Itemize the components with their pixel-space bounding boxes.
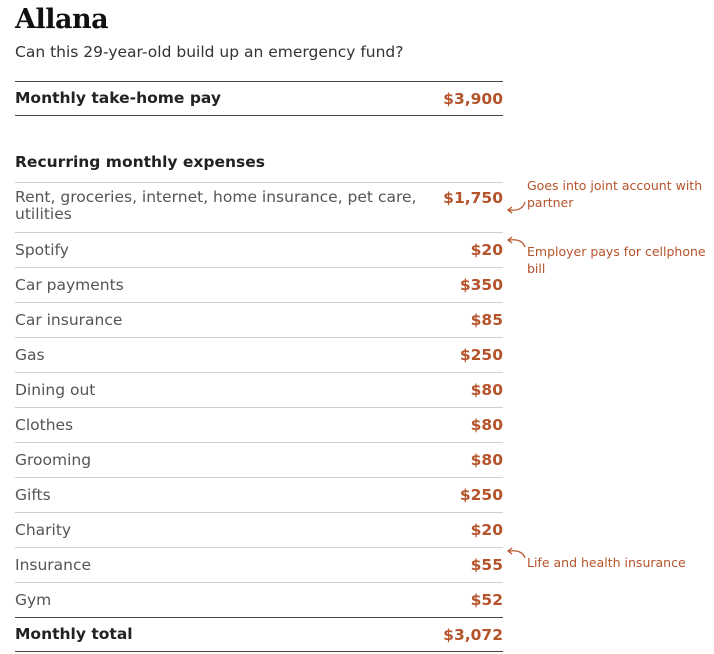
expense-value: $1,750 [443, 189, 503, 207]
expense-row-dining-out: Dining out $80 [15, 373, 503, 408]
total-value: $3,072 [443, 625, 503, 644]
expense-row-gas: Gas $250 [15, 338, 503, 373]
expense-label: Rent, groceries, internet, home insuranc… [15, 188, 417, 223]
monthly-total-row: Monthly total $3,072 [15, 617, 503, 652]
expense-value: $250 [459, 486, 503, 504]
annotation-arrow-icon [507, 236, 526, 248]
annotation-spotify: Employer pays for cellphone bill [527, 244, 706, 276]
page-title: Allana [15, 4, 109, 35]
expense-value: $20 [470, 521, 503, 539]
take-home-value: $3,900 [443, 89, 503, 108]
expense-row-spotify: Spotify $20 [15, 233, 503, 268]
expense-value: $20 [470, 241, 503, 259]
expense-label: Grooming [15, 450, 92, 469]
expense-label: Dining out [15, 380, 96, 399]
expense-value: $80 [470, 416, 503, 434]
expense-row-car-payments: Car payments $350 [15, 268, 503, 303]
expense-label: Insurance [15, 555, 92, 574]
expense-row-grooming: Grooming $80 [15, 443, 503, 478]
budget-table: Monthly take-home pay $3,900 Recurring m… [15, 81, 503, 652]
expense-value: $80 [470, 381, 503, 399]
total-label: Monthly total [15, 625, 133, 643]
expense-label: Charity [15, 520, 72, 539]
expense-value: $250 [459, 346, 503, 364]
expenses-heading: Recurring monthly expenses [15, 116, 503, 183]
expense-row-charity: Charity $20 [15, 513, 503, 548]
expense-label: Car insurance [15, 310, 123, 329]
annotation-rent: Goes into joint account with partner [527, 178, 703, 210]
expense-row-car-insurance: Car insurance $85 [15, 303, 503, 338]
expense-row-rent: Rent, groceries, internet, home insuranc… [15, 183, 503, 233]
expense-label: Spotify [15, 240, 69, 259]
expense-value: $85 [470, 311, 503, 329]
expense-label: Clothes [15, 415, 74, 434]
expense-label: Gym [15, 590, 52, 609]
expense-value: $52 [470, 591, 503, 609]
expense-row-gifts: Gifts $250 [15, 478, 503, 513]
take-home-row: Monthly take-home pay $3,900 [15, 81, 503, 116]
expense-row-clothes: Clothes $80 [15, 408, 503, 443]
expense-row-gym: Gym $52 [15, 583, 503, 617]
expense-label: Gifts [15, 485, 51, 504]
expense-value: $350 [459, 276, 503, 294]
expense-row-insurance: Insurance $55 [15, 548, 503, 583]
expense-value: $80 [470, 451, 503, 469]
annotation-arrow-icon [507, 547, 526, 559]
annotation-insurance: Life and health insurance [527, 555, 686, 570]
take-home-label: Monthly take-home pay [15, 89, 221, 107]
expense-value: $55 [470, 556, 503, 574]
expense-label: Car payments [15, 275, 124, 294]
page-subtitle: Can this 29-year-old build up an emergen… [15, 43, 404, 61]
expense-label: Gas [15, 345, 45, 364]
annotation-arrow-icon [507, 201, 526, 214]
